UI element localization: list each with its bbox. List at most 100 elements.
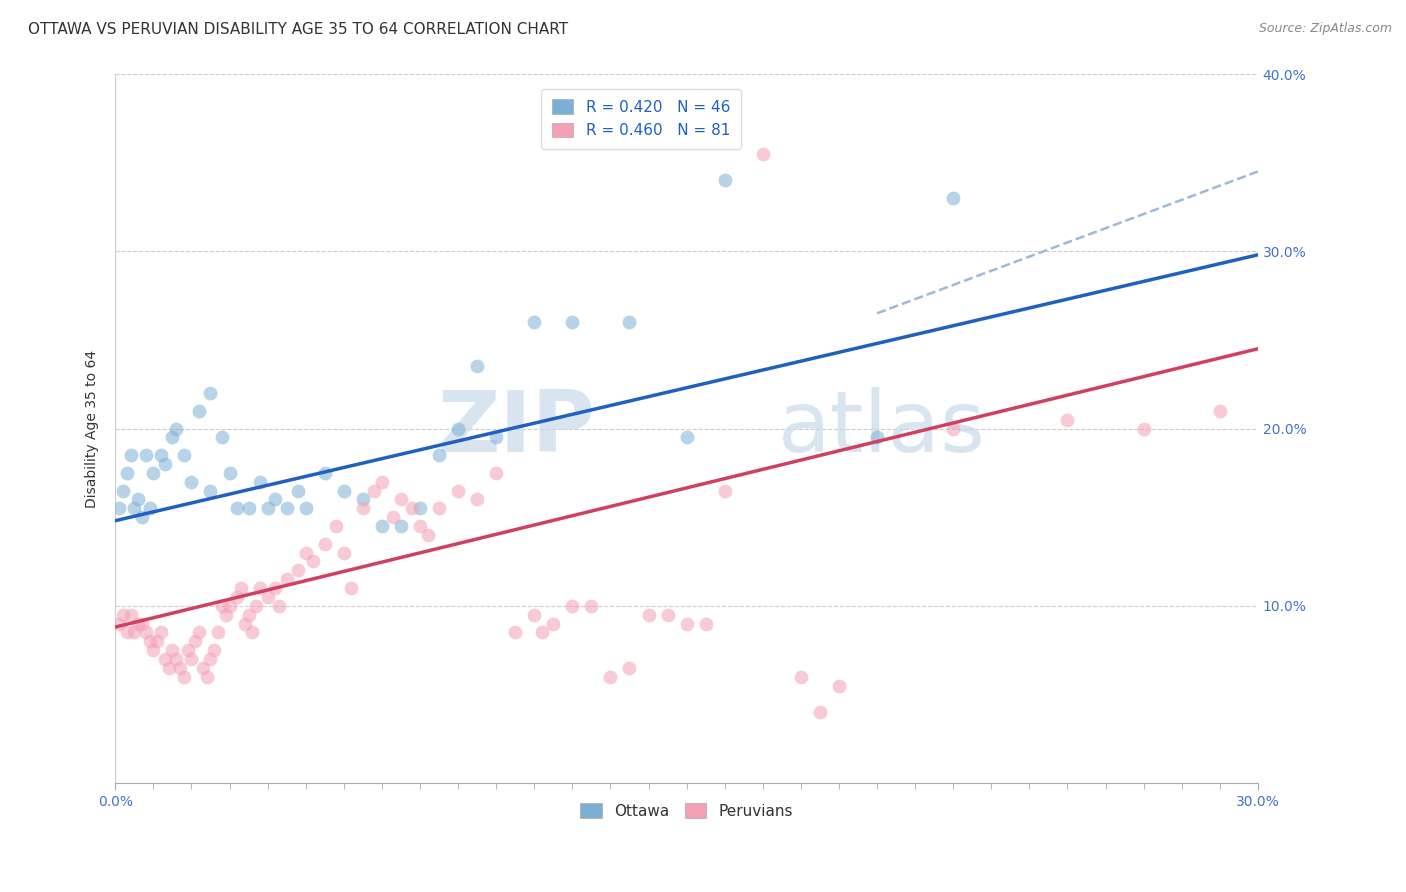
Point [314, 537, 336, 551]
Point [226, 590, 249, 604]
Point [157, 661, 180, 675]
Point [302, 554, 325, 568]
Point [465, 492, 488, 507]
Point [108, 616, 131, 631]
Point [149, 625, 172, 640]
Point [226, 501, 249, 516]
Point [287, 563, 309, 577]
Point [1132, 421, 1154, 435]
Point [637, 607, 659, 622]
Point [165, 652, 187, 666]
Point [752, 146, 775, 161]
Point [340, 581, 363, 595]
Point [135, 448, 157, 462]
Point [866, 430, 889, 444]
Point [695, 616, 717, 631]
Point [202, 643, 225, 657]
Point [176, 643, 198, 657]
Point [211, 430, 233, 444]
Point [427, 501, 450, 516]
Point [389, 519, 412, 533]
Point [808, 705, 831, 719]
Point [447, 483, 470, 498]
Point [561, 599, 583, 613]
Point [200, 483, 222, 498]
Text: Source: ZipAtlas.com: Source: ZipAtlas.com [1258, 22, 1392, 36]
Point [138, 634, 160, 648]
Point [485, 430, 508, 444]
Point [146, 634, 169, 648]
Point [108, 501, 131, 516]
Point [401, 501, 423, 516]
Point [127, 616, 149, 631]
Point [675, 430, 697, 444]
Point [180, 475, 202, 489]
Point [238, 501, 260, 516]
Point [195, 670, 218, 684]
Point [713, 173, 735, 187]
Point [942, 191, 965, 205]
Point [619, 315, 641, 329]
Point [389, 492, 412, 507]
Point [264, 492, 287, 507]
Point [245, 599, 267, 613]
Point [1056, 412, 1078, 426]
Point [581, 599, 603, 613]
Point [657, 607, 679, 622]
Point [218, 466, 240, 480]
Point [124, 501, 146, 516]
Point [207, 625, 229, 640]
Point [416, 528, 439, 542]
Point [294, 501, 316, 516]
Point [169, 661, 191, 675]
Point [276, 572, 298, 586]
Point [191, 661, 214, 675]
Point [149, 448, 172, 462]
Point [333, 483, 356, 498]
Point [131, 616, 153, 631]
Point [256, 590, 278, 604]
Point [790, 670, 813, 684]
Legend: Ottawa, Peruvians: Ottawa, Peruvians [575, 797, 799, 825]
Point [503, 625, 526, 640]
Point [1209, 404, 1232, 418]
Point [287, 483, 309, 498]
Point [409, 519, 432, 533]
Point [238, 607, 260, 622]
Point [352, 501, 374, 516]
Point [124, 625, 146, 640]
Point [427, 448, 450, 462]
Point [325, 519, 347, 533]
Point [162, 643, 184, 657]
Y-axis label: Disability Age 35 to 64: Disability Age 35 to 64 [86, 350, 100, 508]
Point [120, 607, 142, 622]
Point [249, 475, 271, 489]
Point [267, 599, 290, 613]
Point [485, 466, 508, 480]
Point [127, 492, 149, 507]
Point [218, 599, 240, 613]
Point [188, 404, 211, 418]
Point [619, 661, 641, 675]
Point [675, 616, 697, 631]
Point [165, 421, 187, 435]
Point [153, 457, 176, 471]
Point [561, 315, 583, 329]
Point [131, 510, 153, 524]
Point [530, 625, 553, 640]
Point [153, 652, 176, 666]
Point [713, 483, 735, 498]
Point [828, 679, 851, 693]
Point [314, 466, 336, 480]
Point [447, 421, 470, 435]
Point [523, 315, 546, 329]
Point [135, 625, 157, 640]
Point [138, 501, 160, 516]
Point [371, 475, 394, 489]
Point [180, 652, 202, 666]
Point [111, 483, 134, 498]
Point [188, 625, 211, 640]
Text: ZIP: ZIP [437, 387, 595, 470]
Point [256, 501, 278, 516]
Point [173, 448, 195, 462]
